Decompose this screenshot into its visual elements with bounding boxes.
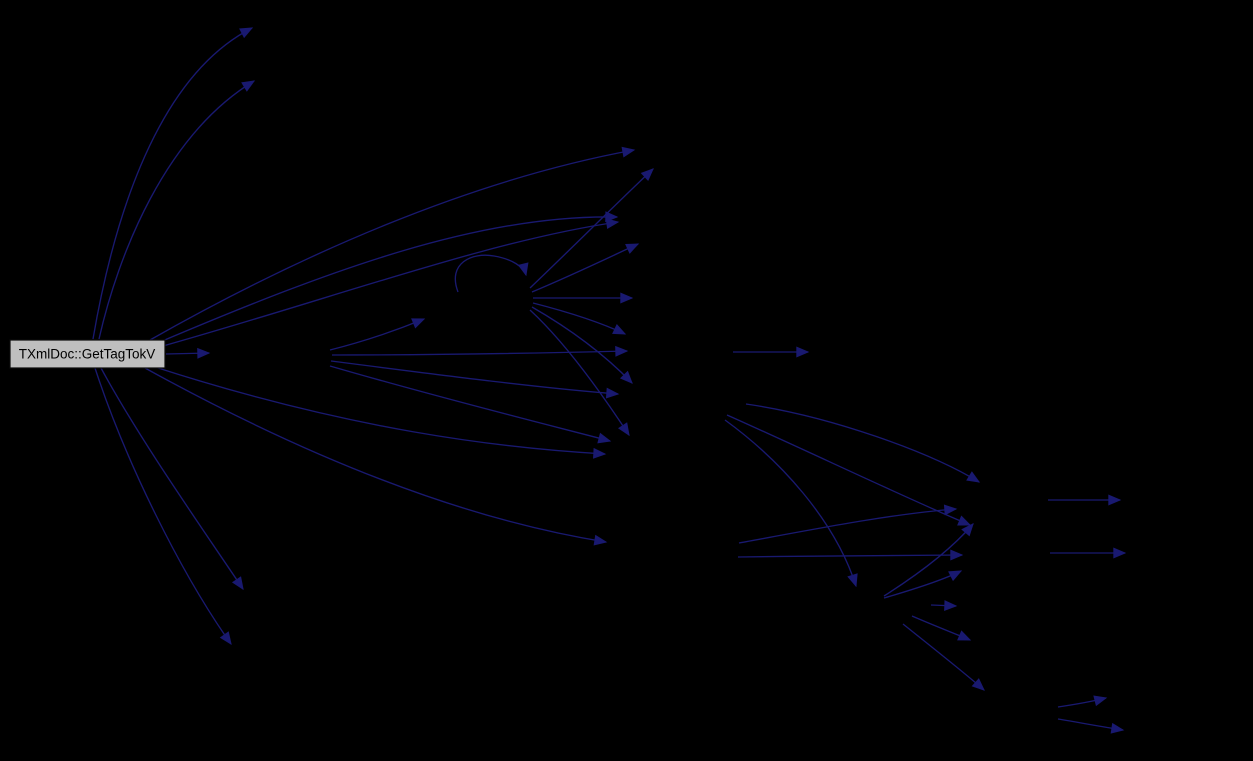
graph-edge-e27	[737, 549, 964, 561]
graph-edge-e09	[154, 366, 607, 459]
graph-edge-e08	[94, 367, 232, 646]
graph-edge-e10	[144, 367, 608, 546]
graph-edge-e25	[724, 419, 858, 588]
root-node[interactable]: TXmlDoc::GetTagTokV	[9, 339, 166, 369]
graph-edge-e28	[883, 523, 974, 597]
graph-edge-e24	[726, 414, 972, 526]
graph-edge-e21	[529, 309, 630, 437]
graph-edge-e33	[1057, 695, 1108, 708]
graph-edge-e29	[883, 570, 963, 599]
graph-edge-e01	[92, 27, 254, 340]
graph-edge-e15	[454, 254, 529, 293]
graph-edge-e32	[902, 623, 985, 691]
root-node-box[interactable]	[9, 339, 166, 369]
graph-edge-e06	[165, 347, 211, 359]
graph-edge-e03	[149, 146, 636, 341]
graph-edge-e30	[930, 600, 958, 611]
graph-edge-e13	[330, 360, 620, 399]
graph-edge-e16	[529, 168, 654, 289]
graph-edge-e34	[1057, 718, 1125, 734]
graph-edge-e26	[738, 504, 958, 544]
edge-layer	[92, 27, 1127, 734]
graph-edge-e20	[531, 306, 633, 384]
graph-edge-e02	[98, 80, 256, 340]
graph-edge-e11	[329, 318, 426, 351]
root-node-label: TXmlDoc::GetTagTokV	[19, 347, 156, 362]
graph-edge-e12	[331, 345, 629, 357]
graph-edge-e05	[162, 218, 620, 347]
graph-edge-e04	[159, 211, 619, 343]
graph-edge-e19	[532, 302, 627, 335]
graph-edge-e31	[911, 615, 972, 641]
graph-edge-e23	[745, 403, 981, 483]
graph-edge-e17	[531, 243, 640, 293]
graph-edge-e14	[329, 365, 612, 444]
graph-edge-e07	[100, 367, 244, 591]
